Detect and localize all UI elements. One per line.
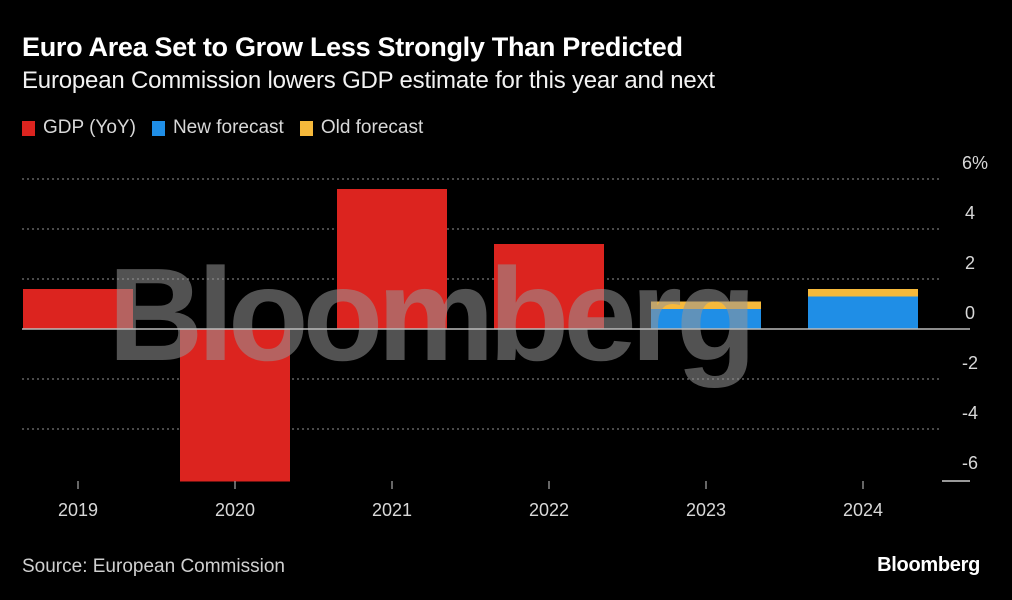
y-tick-label: -6: [962, 453, 978, 473]
x-tick-label: 2022: [529, 500, 569, 520]
bar-new-forecast-2024: [808, 296, 918, 329]
gridlines: [22, 178, 940, 430]
legend: GDP (YoY) New forecast Old forecast: [22, 117, 439, 139]
chart-title: Euro Area Set to Grow Less Strongly Than…: [22, 32, 683, 62]
bar-gdp-2020: [180, 329, 290, 482]
legend-item-gdp: GDP (YoY): [22, 117, 136, 139]
x-tick-label: 2024: [843, 500, 883, 520]
x-tick-label: 2020: [215, 500, 255, 520]
legend-label-new-forecast: New forecast: [172, 117, 284, 138]
y-tick-label: 6%: [962, 153, 988, 173]
y-tick-label: -2: [962, 353, 978, 373]
legend-item-old-forecast: Old forecast: [299, 117, 424, 139]
bar-gdp-2021: [337, 189, 447, 329]
chart-subtitle: European Commission lowers GDP estimate …: [22, 67, 715, 94]
source-note: Source: European Commission: [22, 556, 285, 577]
legend-label-old-forecast: Old forecast: [320, 117, 424, 138]
legend-swatch-old-forecast: [299, 120, 313, 136]
bar-gdp-2022: [494, 244, 604, 329]
legend-swatch-gdp: [22, 120, 35, 136]
brand-logo: Bloomberg: [877, 554, 980, 576]
x-tick-label: 2023: [686, 500, 726, 520]
bar-new-forecast-2023: [651, 309, 761, 329]
watermark-text: Bloomberg: [108, 241, 751, 388]
y-tick-label: 0: [965, 303, 975, 323]
legend-item-new-forecast: New forecast: [151, 117, 284, 139]
legend-swatch-new-forecast: [151, 120, 165, 136]
y-tick-label: 4: [965, 203, 975, 223]
y-tick-label: 2: [965, 253, 975, 273]
axes: 6% 4 2 0 -2 -4 -6 2019 2020 2021 2022 2023 2024: [22, 153, 988, 520]
bar-gdp-2019: [23, 289, 133, 329]
bars: [23, 189, 918, 482]
x-tick-label: 2019: [58, 500, 98, 520]
y-tick-label: -4: [962, 403, 978, 423]
legend-label-gdp: GDP (YoY): [43, 117, 136, 138]
x-tick-label: 2021: [372, 500, 412, 520]
